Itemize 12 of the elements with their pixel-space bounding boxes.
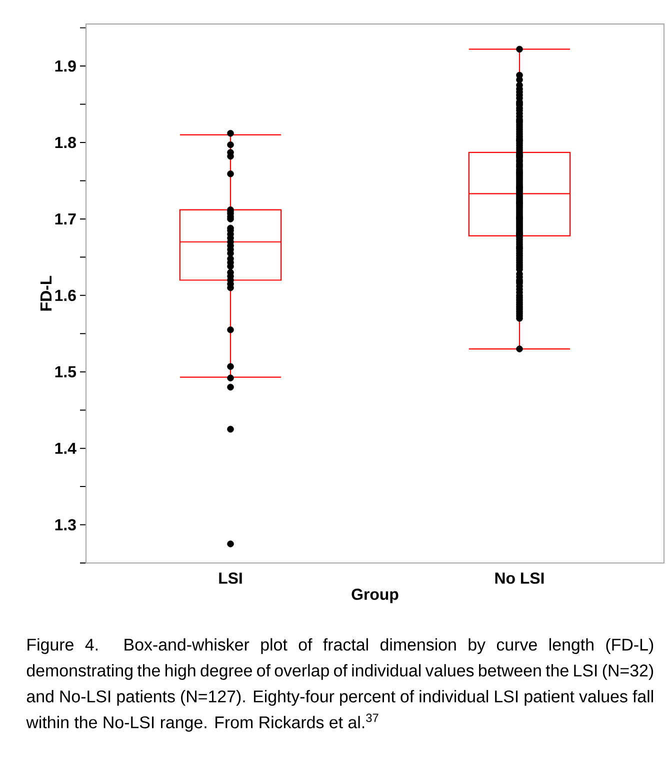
y-tick-label: 1.4: [55, 442, 76, 454]
y-tick-label: 1.9: [55, 60, 76, 72]
x-tick-label: LSI: [219, 572, 242, 584]
caption: Figure 4. Box-and-whisker plot of fractal dimension by curve length (FD-L) demonstrating the high degree of overlap of individual values between the LSI (N=32) and No-LSI patients (N=127). Eighty-four percent of individual LSI patient values fall within the No-LSI range. From Rickards et al.$^{37}$: [26, 638, 654, 732]
x-tick-label: No LSI: [495, 572, 544, 584]
y-tick-label: 1.7: [55, 213, 76, 224]
y-tick-label: 1.5: [55, 366, 76, 378]
y-tick-label: 1.6: [55, 290, 76, 302]
x-axis-title: Group: [352, 588, 398, 604]
y-tick-label: 1.3: [55, 519, 76, 530]
y-axis-title: FD-L: [40, 276, 52, 311]
y-tick-label: 1.8: [55, 136, 76, 148]
